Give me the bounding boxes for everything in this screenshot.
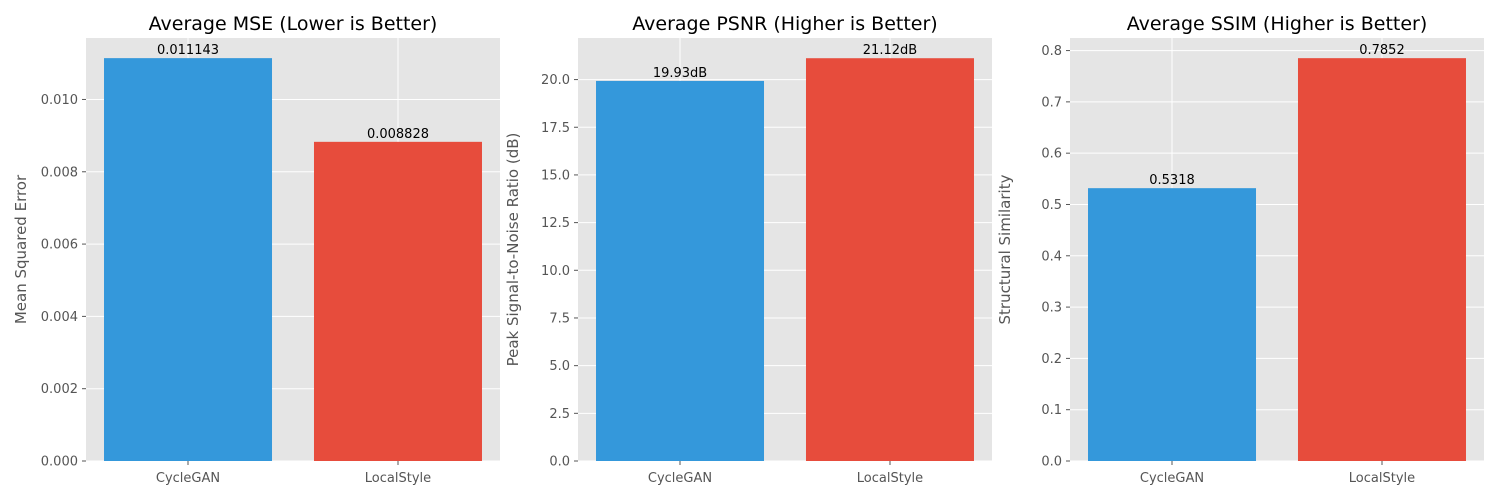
y-axis-label: Structural Similarity [996, 174, 1014, 324]
y-tick-label: 0.4 [1041, 249, 1062, 264]
chart-title: Average SSIM (Higher is Better) [1127, 13, 1428, 35]
bar-localstyle [805, 58, 974, 461]
bar-localstyle [313, 141, 482, 461]
x-tick-label: LocalStyle [857, 471, 923, 486]
y-tick-label: 0.7 [1041, 95, 1062, 110]
y-tick-label: 0.2 [1041, 352, 1062, 367]
y-tick-label: 0.000 [41, 455, 78, 470]
bar-data-label: 19.93dB [653, 66, 707, 81]
bar-data-label: 21.12dB [863, 43, 917, 58]
y-tick-label: 0.0 [1041, 455, 1062, 470]
y-tick-label: 0.6 [1041, 147, 1062, 162]
bar-localstyle [1297, 58, 1466, 461]
chart-panel-2: 0.0 2.5 5.0 7.5 10.0 12.5 15.0 17.5 20.0 19.93dB 2… [504, 13, 992, 486]
x-tick-label: CycleGAN [648, 471, 712, 486]
y-tick-label: 0.3 [1041, 301, 1062, 316]
y-tick-label: 0.004 [41, 310, 78, 325]
y-tick-label: 15.0 [541, 168, 570, 183]
chart-title: Average PSNR (Higher is Better) [632, 13, 937, 35]
y-tick-label: 0.5 [1041, 198, 1062, 213]
y-tick-label: 12.5 [541, 216, 570, 231]
chart-panel-1: 0.000 0.002 0.004 0.006 0.008 0.010 0.011143 0.… [12, 13, 500, 486]
bar-cyclegan [1088, 188, 1257, 462]
y-axis-label: Peak Signal-to-Noise Ratio (dB) [504, 133, 522, 367]
bar-data-label: 0.7852 [1359, 43, 1405, 58]
bar-data-label: 0.011143 [157, 43, 219, 58]
bar-data-label: 0.5318 [1149, 173, 1195, 188]
y-tick-label: 0.006 [41, 238, 78, 253]
y-axis-label: Mean Squared Error [12, 174, 30, 324]
y-tick-label: 2.5 [549, 407, 570, 422]
y-tick-label: 0.008 [41, 165, 78, 180]
chart-title: Average MSE (Lower is Better) [149, 13, 438, 35]
chart-panel-3: 0.0 0.1 0.2 0.3 0.4 0.5 0.6 0.7 0.8 0.5318 0.7852 C… [996, 13, 1484, 486]
y-tick-label: 0.002 [41, 382, 78, 397]
x-tick-label: LocalStyle [1349, 471, 1415, 486]
x-tick-label: LocalStyle [365, 471, 431, 486]
y-tick-label: 0.010 [41, 93, 78, 108]
bar-data-label: 0.008828 [367, 127, 429, 142]
x-tick-label: CycleGAN [156, 471, 220, 486]
bar-cyclegan [104, 58, 273, 461]
y-tick-label: 7.5 [549, 311, 570, 326]
y-tick-label: 10.0 [541, 264, 570, 279]
y-tick-label: 0.1 [1041, 403, 1062, 418]
y-tick-label: 17.5 [541, 121, 570, 136]
y-tick-label: 0.8 [1041, 44, 1062, 59]
x-tick-label: CycleGAN [1140, 471, 1204, 486]
bar-cyclegan [596, 80, 765, 461]
y-tick-label: 20.0 [541, 73, 570, 88]
y-tick-label: 5.0 [549, 359, 570, 374]
y-tick-label: 0.0 [549, 455, 570, 470]
